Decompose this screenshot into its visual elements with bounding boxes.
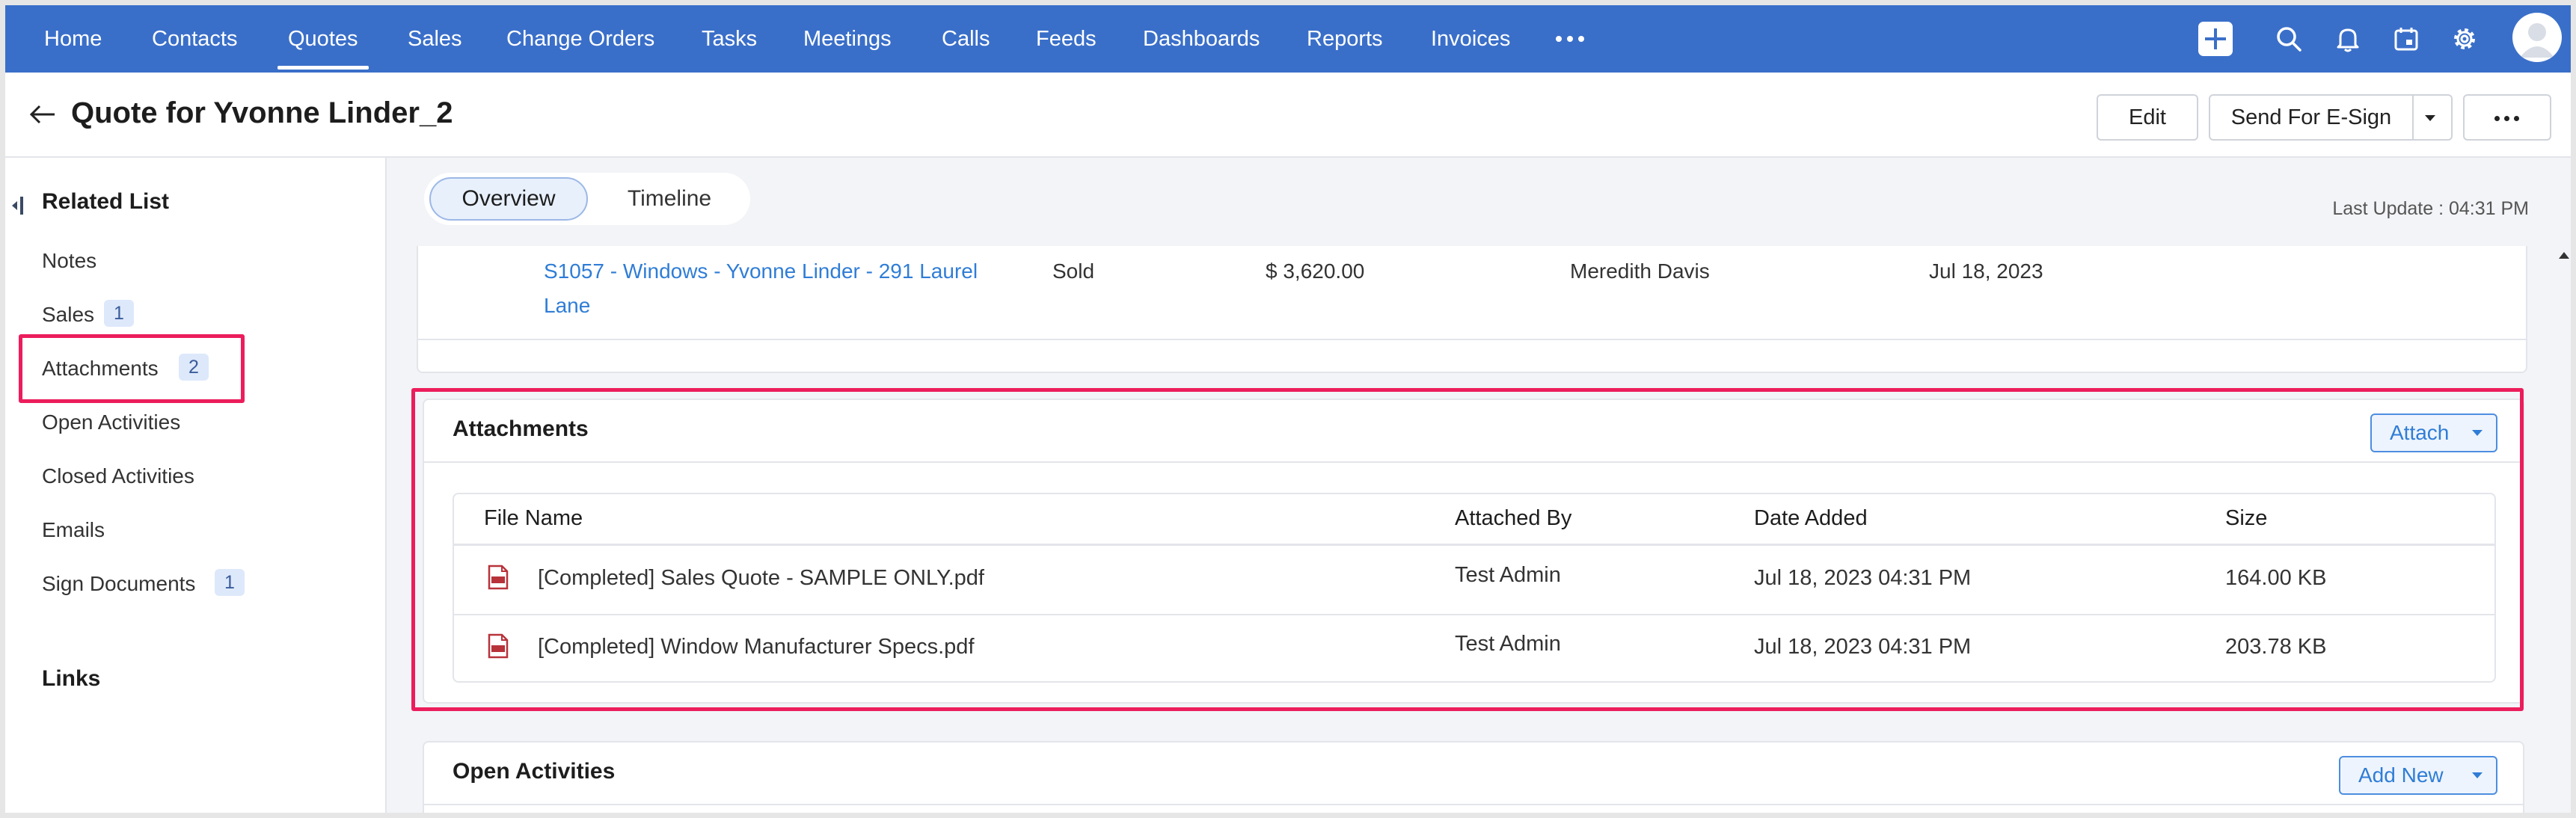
sidebar-item-emails[interactable]: Emails [42, 518, 105, 541]
sales-count-badge: 1 [104, 300, 134, 327]
attached-by-cell: Test Admin [1455, 563, 1561, 587]
open-activities-title: Open Activities [453, 759, 616, 784]
column-header-size[interactable]: Size [2225, 506, 2268, 530]
header-divider [454, 544, 2494, 546]
chevron-down-icon [2472, 430, 2483, 436]
sales-record-link[interactable]: S1057 - Windows - Yvonne Linder - 291 La… [544, 259, 978, 283]
sidebar-item-sign-documents[interactable]: Sign Documents [42, 572, 196, 595]
sales-stage: Sold [1052, 259, 1095, 283]
date-added-cell: Jul 18, 2023 04:31 PM [1754, 566, 1972, 590]
row-divider [418, 339, 2526, 340]
tab-timeline[interactable]: Timeline [627, 186, 712, 211]
column-header-date-added[interactable]: Date Added [1754, 506, 1868, 530]
sign-documents-count-badge: 1 [215, 569, 245, 596]
more-icon[interactable] [1556, 34, 1586, 44]
chevron-down-icon[interactable] [2425, 115, 2435, 121]
button-divider [2412, 96, 2414, 139]
send-for-esign-button[interactable]: Send For E-Sign [2209, 94, 2453, 141]
chevron-down-icon [2472, 772, 2483, 778]
attach-label[interactable]: Attach [2390, 421, 2450, 444]
edit-button[interactable]: Edit [2097, 94, 2198, 141]
sales-card: S1057 - Windows - Yvonne Linder - 291 La… [417, 246, 2527, 373]
bell-icon[interactable] [2333, 24, 2363, 54]
view-tabs: Overview Timeline [424, 173, 750, 225]
nav-sales[interactable]: Sales [408, 27, 462, 51]
more-actions-button[interactable] [2463, 94, 2551, 141]
page-title: Quote for Yvonne Linder_2 [71, 96, 453, 129]
add-new-label[interactable]: Add New [2358, 763, 2444, 787]
open-activities-card: Open Activities Add New [423, 741, 2524, 813]
sales-record-link-line2[interactable]: Lane [544, 294, 591, 317]
nav-tasks[interactable]: Tasks [702, 27, 758, 51]
avatar[interactable] [2512, 13, 2562, 62]
nav-contacts[interactable]: Contacts [152, 27, 238, 51]
send-for-esign-label[interactable]: Send For E-Sign [2230, 105, 2392, 129]
sidebar-item-notes[interactable]: Notes [42, 249, 97, 272]
collapse-icon[interactable] [10, 194, 26, 218]
top-navigation: Home Contacts Quotes Sales Change Orders… [5, 5, 2571, 73]
app-window: Home Contacts Quotes Sales Change Orders… [5, 5, 2571, 813]
attachments-count-badge: 2 [179, 354, 209, 381]
gear-icon[interactable] [2450, 24, 2480, 54]
sidebar-item-attachments[interactable]: Attachments [42, 357, 159, 380]
attachments-card: Attachments Attach File Name Attached By… [423, 399, 2524, 704]
sidebar-item-closed-activities[interactable]: Closed Activities [42, 464, 194, 488]
related-list-sidebar: Related List Notes Sales 1 Attachments 2… [5, 158, 387, 813]
nav-quotes[interactable]: Quotes [277, 5, 368, 73]
attachments-table: File Name Attached By Date Added Size [C… [453, 493, 2496, 683]
nav-invoices[interactable]: Invoices [1431, 27, 1511, 51]
nav-calls[interactable]: Calls [942, 27, 990, 51]
sales-amount: $ 3,620.00 [1266, 259, 1365, 283]
date-added-cell: Jul 18, 2023 04:31 PM [1754, 635, 1972, 659]
record-header: Quote for Yvonne Linder_2 Edit Send For … [5, 73, 2571, 158]
attachment-file-link[interactable]: [Completed] Window Manufacturer Specs.pd… [538, 635, 975, 659]
card-divider [424, 804, 2523, 805]
plus-icon[interactable] [2198, 22, 2233, 56]
column-header-file-name[interactable]: File Name [484, 506, 583, 530]
scroll-up-icon[interactable] [2559, 252, 2569, 259]
calendar-icon[interactable] [2391, 24, 2421, 54]
sales-owner: Meredith Davis [1570, 259, 1710, 283]
add-new-button[interactable]: Add New [2339, 756, 2497, 795]
pdf-icon [488, 565, 509, 590]
nav-home[interactable]: Home [44, 27, 102, 51]
sales-date: Jul 18, 2023 [1929, 259, 2043, 283]
avatar-icon [2520, 23, 2554, 58]
links-heading: Links [42, 666, 101, 691]
nav-feeds[interactable]: Feeds [1036, 27, 1097, 51]
nav-meetings[interactable]: Meetings [803, 27, 892, 51]
tab-overview[interactable]: Overview [429, 177, 588, 221]
attachment-file-link[interactable]: [Completed] Sales Quote - SAMPLE ONLY.pd… [538, 566, 984, 590]
size-cell: 164.00 KB [2225, 566, 2327, 590]
back-arrow-icon[interactable] [28, 102, 58, 126]
size-cell: 203.78 KB [2225, 635, 2327, 659]
pdf-icon [488, 633, 509, 659]
column-header-attached-by[interactable]: Attached By [1455, 506, 1572, 530]
search-icon[interactable] [2274, 24, 2304, 54]
nav-dashboards[interactable]: Dashboards [1143, 27, 1260, 51]
attached-by-cell: Test Admin [1455, 632, 1561, 656]
sidebar-item-open-activities[interactable]: Open Activities [42, 410, 181, 434]
nav-change-orders[interactable]: Change Orders [506, 27, 655, 51]
sidebar-item-sales[interactable]: Sales [42, 303, 95, 326]
related-list-heading: Related List [42, 189, 170, 214]
attachments-title: Attachments [453, 416, 589, 441]
last-update-text: Last Update : 04:31 PM [2332, 198, 2529, 219]
card-divider [424, 461, 2523, 463]
row-divider [454, 614, 2494, 615]
nav-reports[interactable]: Reports [1307, 27, 1383, 51]
attach-button[interactable]: Attach [2370, 413, 2497, 452]
more-icon [2494, 116, 2519, 121]
